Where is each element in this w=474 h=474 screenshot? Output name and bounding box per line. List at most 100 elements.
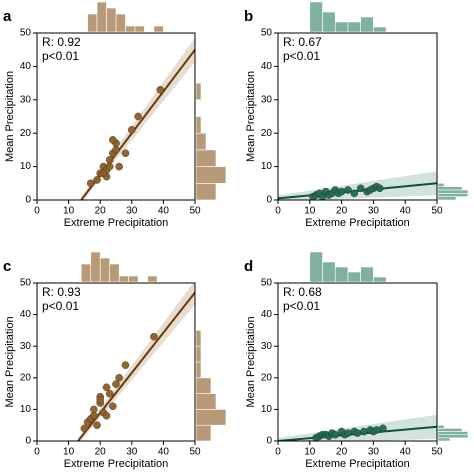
y-hist-bar (195, 132, 207, 151)
axes-frame (36, 32, 196, 201)
x-tick-label: 20 (95, 447, 107, 458)
panel-label: c (3, 258, 11, 275)
y-axis-label: Mean Precipitation (4, 71, 16, 162)
point (127, 126, 136, 134)
x-hist-bar (106, 7, 117, 33)
point (121, 361, 130, 369)
y-tick-label: 20 (20, 372, 32, 383)
point (109, 402, 117, 411)
x-hist-bar (109, 263, 120, 283)
x-hist-bar (322, 11, 336, 33)
panel-label: a (3, 8, 12, 25)
axes-frame (277, 282, 438, 442)
point (109, 136, 117, 144)
y-hist-bar (437, 428, 463, 432)
y-tick-label: 30 (20, 94, 32, 105)
y-hist-bar (195, 149, 217, 167)
x-tick-label: 40 (400, 447, 412, 458)
x-tick-label: 0 (275, 206, 281, 217)
x-hist-bar (347, 271, 361, 283)
annotation: R: 0.67 (283, 35, 322, 49)
y-tick-label: 40 (261, 309, 273, 320)
y-hist-bar (437, 424, 445, 429)
point (350, 189, 359, 198)
point (96, 396, 104, 404)
x-hist-bar (373, 276, 387, 283)
point (80, 424, 89, 433)
point (360, 427, 368, 436)
point (105, 162, 114, 171)
y-tick-label: 30 (20, 341, 32, 352)
annotation: R: 0.68 (283, 285, 322, 299)
annotation: R: 0.93 (42, 285, 81, 299)
point (375, 184, 384, 193)
x-hist-bar (96, 1, 107, 33)
x-tick-label: 50 (189, 206, 201, 217)
point (86, 179, 95, 188)
annotation: p<0.01 (42, 49, 79, 63)
point (99, 169, 108, 178)
annotation: p<0.01 (283, 299, 320, 313)
y-hist-bar (437, 186, 463, 191)
point (112, 146, 120, 154)
point (372, 426, 381, 434)
y-tick-label: 50 (20, 28, 32, 39)
x-hist-bar (128, 275, 139, 283)
y-tick-label: 40 (20, 309, 32, 320)
y-tick-label: 10 (261, 404, 273, 415)
x-hist-bar (360, 266, 374, 283)
x-hist-bar (99, 257, 110, 283)
point (344, 186, 352, 194)
x-tick-label: 10 (304, 206, 316, 217)
x-hist-bar (334, 266, 349, 283)
y-hist-bar (437, 189, 469, 194)
annotation: R: 0.92 (42, 35, 81, 49)
y-hist-bar (195, 393, 217, 410)
y-hist-bar (437, 431, 469, 435)
y-tick-label: 10 (20, 404, 32, 415)
y-tick-label: 50 (261, 28, 273, 39)
x-axis-label: Extreme Precipitation (64, 217, 169, 229)
point (112, 380, 120, 388)
y-hist-bar (195, 330, 202, 347)
x-axis-label: Extreme Precipitation (305, 458, 410, 470)
point (121, 149, 130, 158)
y-tick-label: 0 (25, 195, 31, 206)
x-tick-label: 20 (336, 206, 348, 217)
point (156, 85, 165, 94)
x-hist-bar (360, 16, 374, 33)
y-tick-label: 0 (25, 436, 31, 447)
x-tick-label: 0 (34, 206, 40, 217)
x-axis-label: Extreme Precipitation (305, 217, 410, 229)
y-tick-label: 20 (20, 128, 32, 139)
point (93, 176, 101, 184)
y-hist-bar (195, 345, 202, 363)
x-hist-bar (347, 21, 361, 33)
point (93, 421, 101, 430)
y-hist-bar (437, 437, 451, 442)
x-tick-label: 30 (368, 447, 380, 458)
x-tick-label: 50 (189, 447, 201, 458)
x-tick-label: 30 (126, 447, 138, 458)
x-hist-bar (309, 251, 323, 283)
x-hist-bar (80, 263, 92, 283)
x-tick-label: 10 (304, 447, 316, 458)
x-hist-bar (87, 13, 98, 33)
point (344, 429, 352, 437)
y-hist-bar (195, 183, 217, 201)
fit-line (278, 182, 437, 200)
x-tick-label: 40 (400, 206, 412, 217)
point (102, 411, 111, 420)
x-hist-bar (147, 275, 158, 283)
x-hist-bar (334, 21, 349, 33)
point (90, 405, 98, 414)
point (134, 112, 142, 121)
y-tick-label: 20 (261, 372, 273, 383)
y-tick-label: 50 (20, 278, 32, 289)
x-tick-label: 50 (431, 447, 443, 458)
y-hist-bar (195, 377, 212, 394)
y-hist-bar (437, 183, 445, 187)
point (105, 389, 114, 398)
point (115, 373, 123, 382)
y-hist-bar (195, 82, 202, 101)
